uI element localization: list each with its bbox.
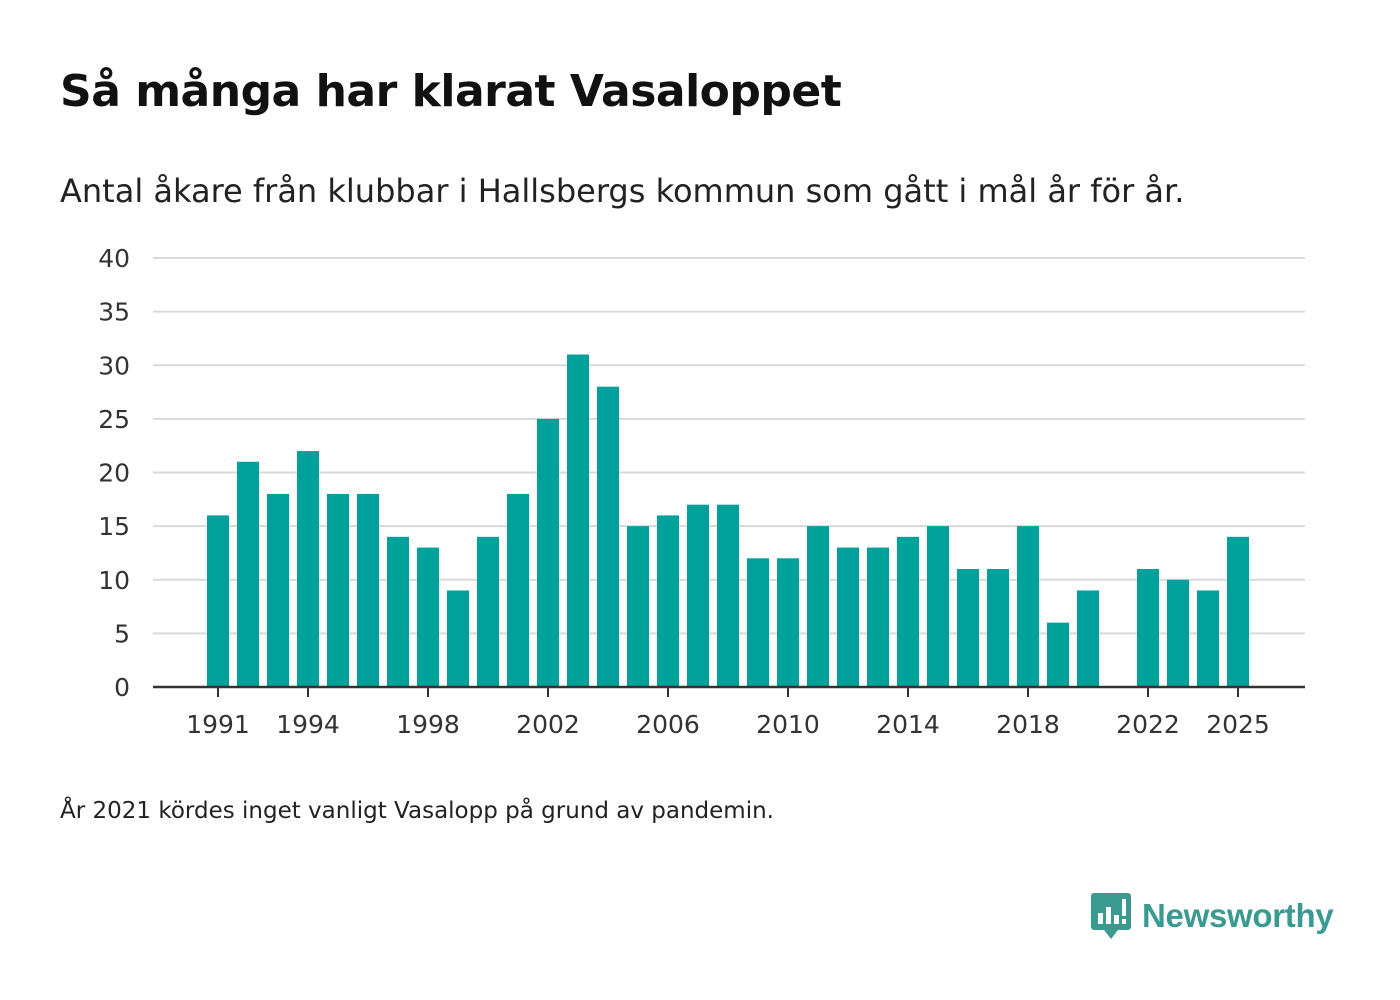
bar-2019	[1047, 622, 1069, 687]
bar-2022	[1137, 569, 1159, 687]
bar-1993	[267, 493, 289, 687]
bar-2025	[1227, 536, 1249, 687]
y-tick-label-5: 5	[114, 619, 130, 648]
bars	[207, 354, 1249, 687]
bar-2002	[537, 418, 559, 687]
bar-2013	[867, 547, 889, 687]
bar-2012	[837, 547, 859, 687]
y-tick-label-0: 0	[114, 673, 130, 702]
bar-1998	[417, 547, 439, 687]
x-tick-label-1991: 1991	[186, 710, 250, 739]
newsworthy-logo: Newsworthy	[1090, 890, 1334, 942]
x-tick-label-2002: 2002	[516, 710, 580, 739]
x-tick-label-1994: 1994	[276, 710, 340, 739]
bar-2003	[567, 354, 589, 687]
bar-1996	[357, 493, 379, 687]
bar-2004	[597, 386, 619, 687]
bar-1991	[207, 515, 229, 687]
bar-2001	[507, 493, 529, 687]
y-axis-labels: 0 5 10 15 20 25 30 35 40	[98, 244, 130, 702]
x-tick-label-2010: 2010	[756, 710, 820, 739]
bar-2007	[687, 504, 709, 687]
x-axis-labels: 1991 1994 1998 2002 2006 2010 2014 2018 2022 2025	[186, 710, 1270, 739]
y-tick-label-30: 30	[98, 351, 130, 380]
bar-2009	[747, 558, 769, 687]
y-tick-label-40: 40	[98, 244, 130, 273]
bar-2005	[627, 526, 649, 687]
y-tick-label-35: 35	[98, 298, 130, 327]
footnote: År 2021 kördes inget vanligt Vasalopp på…	[60, 798, 774, 824]
bar-2024	[1197, 590, 1219, 687]
x-tick-label-2006: 2006	[636, 710, 700, 739]
x-tick-label-2022: 2022	[1116, 710, 1180, 739]
bar-2015	[927, 526, 949, 687]
newsworthy-logo-icon	[1091, 893, 1131, 939]
bar-1992	[237, 461, 259, 687]
bar-2023	[1167, 579, 1189, 687]
bar-2020	[1077, 590, 1099, 687]
x-axis	[153, 685, 1305, 697]
bar-2018	[1017, 526, 1039, 687]
bar-2006	[657, 515, 679, 687]
x-tick-label-1998: 1998	[396, 710, 460, 739]
chart-title: Så många har klarat Vasaloppet	[60, 66, 842, 117]
bar-1997	[387, 536, 409, 687]
bar-2014	[897, 536, 919, 687]
y-tick-label-25: 25	[98, 405, 130, 434]
y-tick-label-10: 10	[98, 566, 130, 595]
y-tick-label-15: 15	[98, 512, 130, 541]
x-tick-label-2025: 2025	[1206, 710, 1270, 739]
bar-1994	[297, 451, 319, 687]
bar-2017	[987, 569, 1009, 687]
bar-1999	[447, 590, 469, 687]
bar-1995	[327, 493, 349, 687]
x-tick-label-2014: 2014	[876, 710, 940, 739]
bar-2011	[807, 526, 829, 687]
bar-2008	[717, 504, 739, 687]
bar-2000	[477, 536, 499, 687]
bar-2016	[957, 569, 979, 687]
y-tick-label-20: 20	[98, 459, 130, 488]
chart-subtitle: Antal åkare från klubbar i Hallsbergs ko…	[60, 172, 1185, 210]
bar-2010	[777, 558, 799, 687]
x-tick-label-2018: 2018	[996, 710, 1060, 739]
brand-name: Newsworthy	[1142, 897, 1334, 934]
